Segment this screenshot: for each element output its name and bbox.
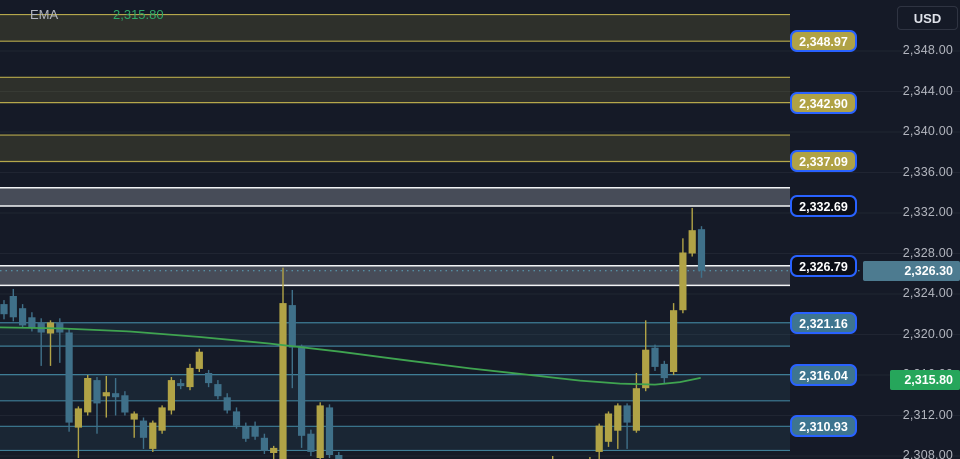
price-level-pill[interactable]: 2,337.09 [790, 150, 857, 173]
axis-tick-label: 2,328.00 [902, 245, 953, 260]
indicator-legend: EMA 2,315.80 [30, 7, 164, 22]
axis-tick-label: 2,344.00 [902, 83, 953, 98]
price-level-pill[interactable]: 2,342.90 [790, 91, 857, 114]
axis-tick-label: 2,308.00 [902, 448, 953, 459]
ema-price-label: 2,315.80 [890, 370, 960, 391]
price-level-pill[interactable]: 2,310.93 [790, 415, 857, 438]
axis-tick-label: 2,312.00 [902, 407, 953, 422]
axis-tick-label: 2,348.00 [902, 43, 953, 57]
price-level-pill[interactable]: 2,348.97 [790, 30, 857, 53]
indicator-name: EMA [30, 7, 59, 22]
price-level-pill[interactable]: 2,321.16 [790, 311, 857, 334]
axis-tick-label: 2,340.00 [902, 124, 953, 138]
currency-button[interactable]: USD [897, 6, 958, 30]
axis-tick-label: 2,336.00 [902, 164, 953, 179]
axis-tick-label: 2,324.00 [902, 286, 953, 300]
axis-tick-label: 2,332.00 [902, 205, 953, 219]
axis-tick-label: 2,320.00 [902, 326, 953, 341]
price-level-pill[interactable]: 2,332.69 [790, 195, 857, 217]
indicator-value: 2,315.80 [113, 7, 164, 22]
price-level-pill[interactable]: 2,316.04 [790, 363, 857, 386]
price-level-pill[interactable]: 2,326.79 [790, 254, 857, 277]
current-price-label: 2,326.30 [863, 260, 960, 281]
